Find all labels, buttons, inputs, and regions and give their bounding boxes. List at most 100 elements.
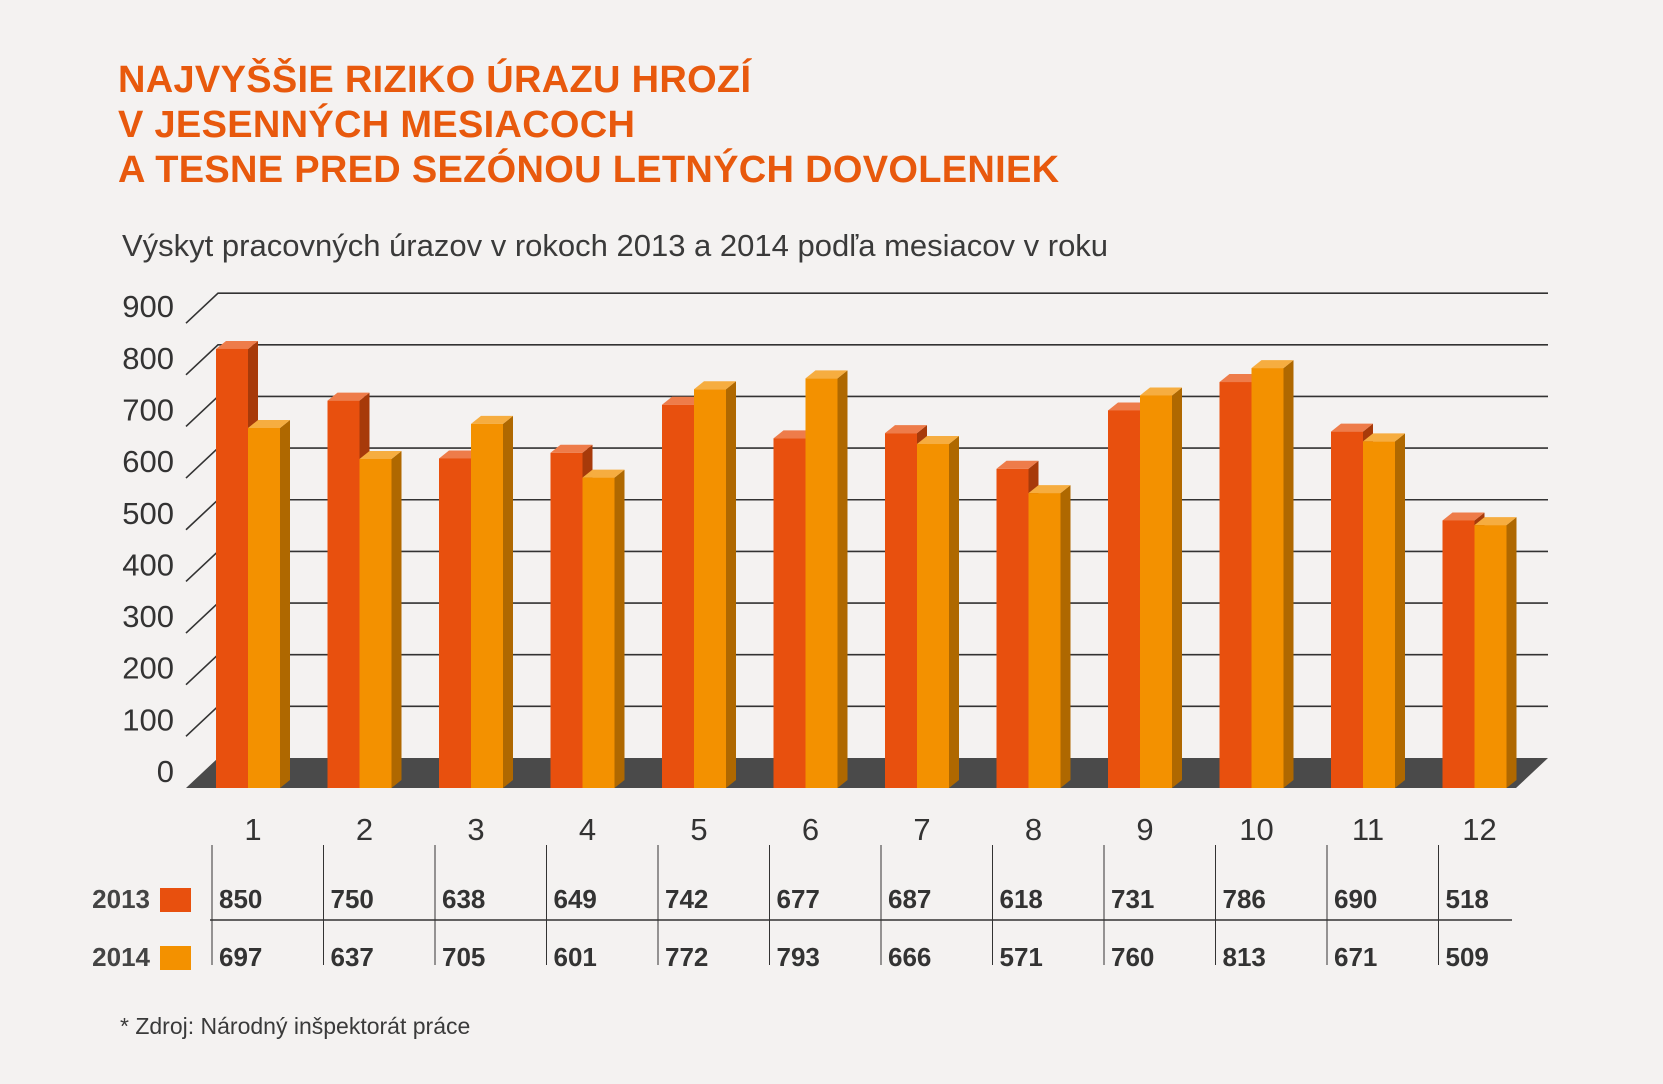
x-tick-label: 9 bbox=[1136, 812, 1153, 847]
y-tick-label: 700 bbox=[122, 392, 174, 427]
table-cell-value: 666 bbox=[888, 942, 931, 972]
bar-top bbox=[662, 396, 704, 405]
bar-front bbox=[773, 438, 806, 788]
table-cell-value: 671 bbox=[1334, 942, 1377, 972]
bar-side bbox=[280, 419, 290, 788]
bar-side bbox=[1506, 517, 1517, 788]
data-table: 2013 850 750 638 649 742 677 687 618 731 786 690 518… bbox=[92, 845, 1512, 972]
table-cell-value: 750 bbox=[331, 884, 374, 914]
x-axis-ticks: 1 2 3 4 5 6 7 8 9 10 11 12 bbox=[244, 812, 1496, 847]
bar-top bbox=[917, 436, 959, 445]
table-cell-value: 618 bbox=[1000, 884, 1043, 914]
y-tick-label: 900 bbox=[122, 289, 174, 324]
y-tick-label: 600 bbox=[122, 444, 174, 479]
table-cell-value: 786 bbox=[1223, 884, 1266, 914]
bar-2014-9 bbox=[1140, 387, 1182, 788]
y-tick-label: 100 bbox=[122, 702, 174, 737]
table-cell-value: 687 bbox=[888, 884, 931, 914]
bar-side bbox=[837, 370, 848, 788]
chart-floor-plane bbox=[186, 758, 1548, 788]
y-tick-label: 0 bbox=[157, 754, 174, 789]
bar-front bbox=[550, 452, 583, 788]
bar-top bbox=[216, 340, 258, 349]
bar-2014-12 bbox=[1474, 517, 1517, 788]
y-tick-label: 800 bbox=[122, 341, 174, 376]
table-cell-value: 637 bbox=[331, 942, 374, 972]
x-tick-label: 8 bbox=[1025, 812, 1042, 847]
bar-front bbox=[996, 468, 1029, 788]
x-tick-label: 2 bbox=[356, 812, 373, 847]
bar-top bbox=[550, 444, 593, 453]
bar-side bbox=[949, 436, 959, 788]
x-tick-label: 4 bbox=[579, 812, 596, 847]
bar-top bbox=[1474, 517, 1517, 526]
bar-side bbox=[391, 450, 402, 788]
bar-side bbox=[503, 415, 513, 788]
bar-top bbox=[439, 450, 481, 459]
bar-front bbox=[1108, 410, 1140, 788]
bar-front bbox=[582, 477, 615, 788]
table-cell-value: 518 bbox=[1446, 884, 1489, 914]
bar-front bbox=[694, 389, 726, 788]
bar-front bbox=[662, 404, 694, 788]
bar-front bbox=[471, 423, 503, 788]
table-cell-value: 731 bbox=[1111, 884, 1154, 914]
y-tick-label: 200 bbox=[122, 651, 174, 686]
bar-2014-11 bbox=[1363, 433, 1405, 788]
chart-floor bbox=[186, 758, 1548, 788]
table-cell-value: 677 bbox=[777, 884, 820, 914]
x-tick-label: 5 bbox=[690, 812, 707, 847]
bar-front bbox=[1140, 395, 1172, 788]
bar-side bbox=[1060, 485, 1071, 788]
x-tick-label: 3 bbox=[467, 812, 484, 847]
table-cell-value: 571 bbox=[1000, 942, 1043, 972]
x-tick-label: 12 bbox=[1462, 812, 1496, 847]
y-tick-label: 400 bbox=[122, 547, 174, 582]
bar-front bbox=[805, 378, 838, 788]
x-tick-label: 7 bbox=[913, 812, 930, 847]
bar-top bbox=[1108, 402, 1150, 411]
table-cell-value: 601 bbox=[554, 942, 597, 972]
bar-front bbox=[1474, 525, 1507, 788]
y-axis-ticks: 0 100 200 300 400 500 600 700 800 900 bbox=[122, 289, 174, 789]
legend-label-2013: 2013 bbox=[92, 884, 150, 914]
bar-2014-8 bbox=[1028, 485, 1071, 788]
bar-top bbox=[694, 381, 736, 390]
table-cell-value: 793 bbox=[777, 942, 820, 972]
gridline bbox=[185, 395, 1548, 428]
bar-top bbox=[327, 392, 370, 401]
bar-side bbox=[726, 381, 736, 788]
table-cell-value: 697 bbox=[219, 942, 262, 972]
table-cell-value: 772 bbox=[665, 942, 708, 972]
title-line-2: V JESENNÝCH MESIACOCH bbox=[118, 104, 636, 146]
bar-2014-7 bbox=[917, 436, 959, 788]
y-tick-label: 500 bbox=[122, 496, 174, 531]
bar-top bbox=[582, 469, 625, 478]
bar-top bbox=[471, 415, 513, 424]
gridline bbox=[185, 344, 1548, 376]
bar-2014-4 bbox=[582, 469, 625, 788]
title-line-1: NAJVYŠŠIE RIZIKO ÚRAZU HROZÍ bbox=[118, 59, 752, 101]
bar-side bbox=[1172, 387, 1182, 788]
bar-side bbox=[1395, 433, 1405, 788]
source-note: * Zdroj: Národný inšpektorát práce bbox=[120, 1013, 471, 1039]
bar-top bbox=[1442, 512, 1485, 521]
bar-side bbox=[614, 469, 625, 788]
bar-top bbox=[1251, 360, 1294, 369]
bar-front bbox=[327, 400, 360, 788]
bar-top bbox=[248, 419, 290, 428]
table-cell-value: 742 bbox=[665, 884, 708, 914]
bar-front bbox=[216, 348, 248, 788]
legend-swatch-2014 bbox=[160, 946, 191, 970]
bar-2014-3 bbox=[471, 415, 513, 788]
bar-front bbox=[248, 427, 280, 788]
bar-top bbox=[885, 425, 927, 434]
x-tick-label: 1 bbox=[244, 812, 261, 847]
bar-top bbox=[1363, 433, 1405, 442]
bar-front bbox=[1219, 382, 1252, 788]
legend-label-2014: 2014 bbox=[92, 942, 150, 972]
bar-2014-10 bbox=[1251, 360, 1294, 788]
table-cell-value: 649 bbox=[554, 884, 597, 914]
bar-front bbox=[1331, 431, 1363, 788]
